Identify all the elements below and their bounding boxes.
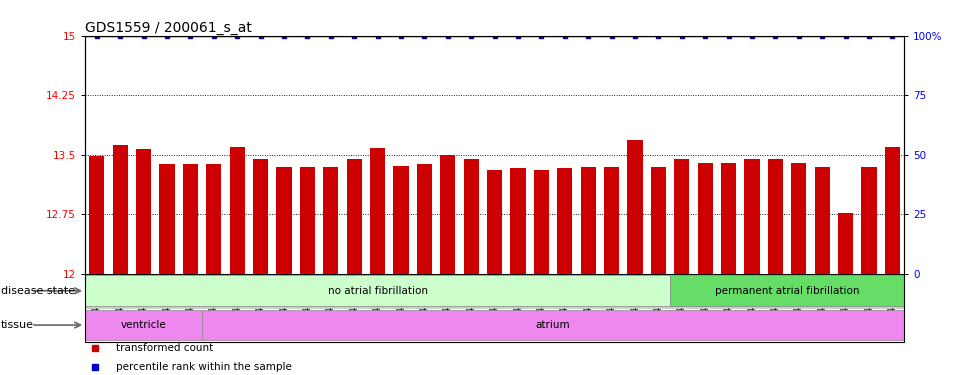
Bar <box>627 140 642 274</box>
Bar <box>885 147 900 274</box>
Bar <box>393 166 409 274</box>
Bar <box>112 145 128 274</box>
Bar <box>183 164 198 274</box>
Bar <box>674 159 690 274</box>
Bar <box>276 166 292 274</box>
Text: transformed count: transformed count <box>116 344 213 353</box>
Bar <box>745 159 759 274</box>
Text: disease state: disease state <box>1 286 75 296</box>
Bar <box>85 275 670 306</box>
Text: atrium: atrium <box>536 320 570 330</box>
Bar <box>697 163 713 274</box>
Bar <box>440 155 455 274</box>
Bar <box>464 159 479 274</box>
Bar <box>230 147 244 274</box>
Bar <box>838 213 853 274</box>
Bar <box>581 166 596 274</box>
Bar <box>768 159 783 274</box>
Bar <box>557 168 573 274</box>
Bar <box>347 159 362 274</box>
Bar <box>534 171 549 274</box>
Bar <box>670 275 904 306</box>
Bar <box>299 166 315 274</box>
Bar <box>862 166 877 274</box>
Bar <box>416 164 432 274</box>
Bar <box>604 166 619 274</box>
Bar <box>136 149 151 274</box>
Bar <box>202 310 904 340</box>
Bar <box>487 171 502 274</box>
Text: GDS1559 / 200061_s_at: GDS1559 / 200061_s_at <box>85 21 252 34</box>
Bar <box>85 310 202 340</box>
Bar <box>814 166 830 274</box>
Text: ventricle: ventricle <box>121 320 166 330</box>
Bar <box>206 164 221 274</box>
Text: percentile rank within the sample: percentile rank within the sample <box>116 362 292 372</box>
Bar <box>510 168 526 274</box>
Bar <box>791 163 807 274</box>
Bar <box>370 148 385 274</box>
Bar <box>89 156 104 274</box>
Text: tissue: tissue <box>1 320 34 330</box>
Bar <box>253 159 269 274</box>
Bar <box>651 166 666 274</box>
Bar <box>721 163 736 274</box>
Text: no atrial fibrillation: no atrial fibrillation <box>327 286 428 296</box>
Text: permanent atrial fibrillation: permanent atrial fibrillation <box>715 286 860 296</box>
Bar <box>324 166 338 274</box>
Bar <box>159 164 175 274</box>
